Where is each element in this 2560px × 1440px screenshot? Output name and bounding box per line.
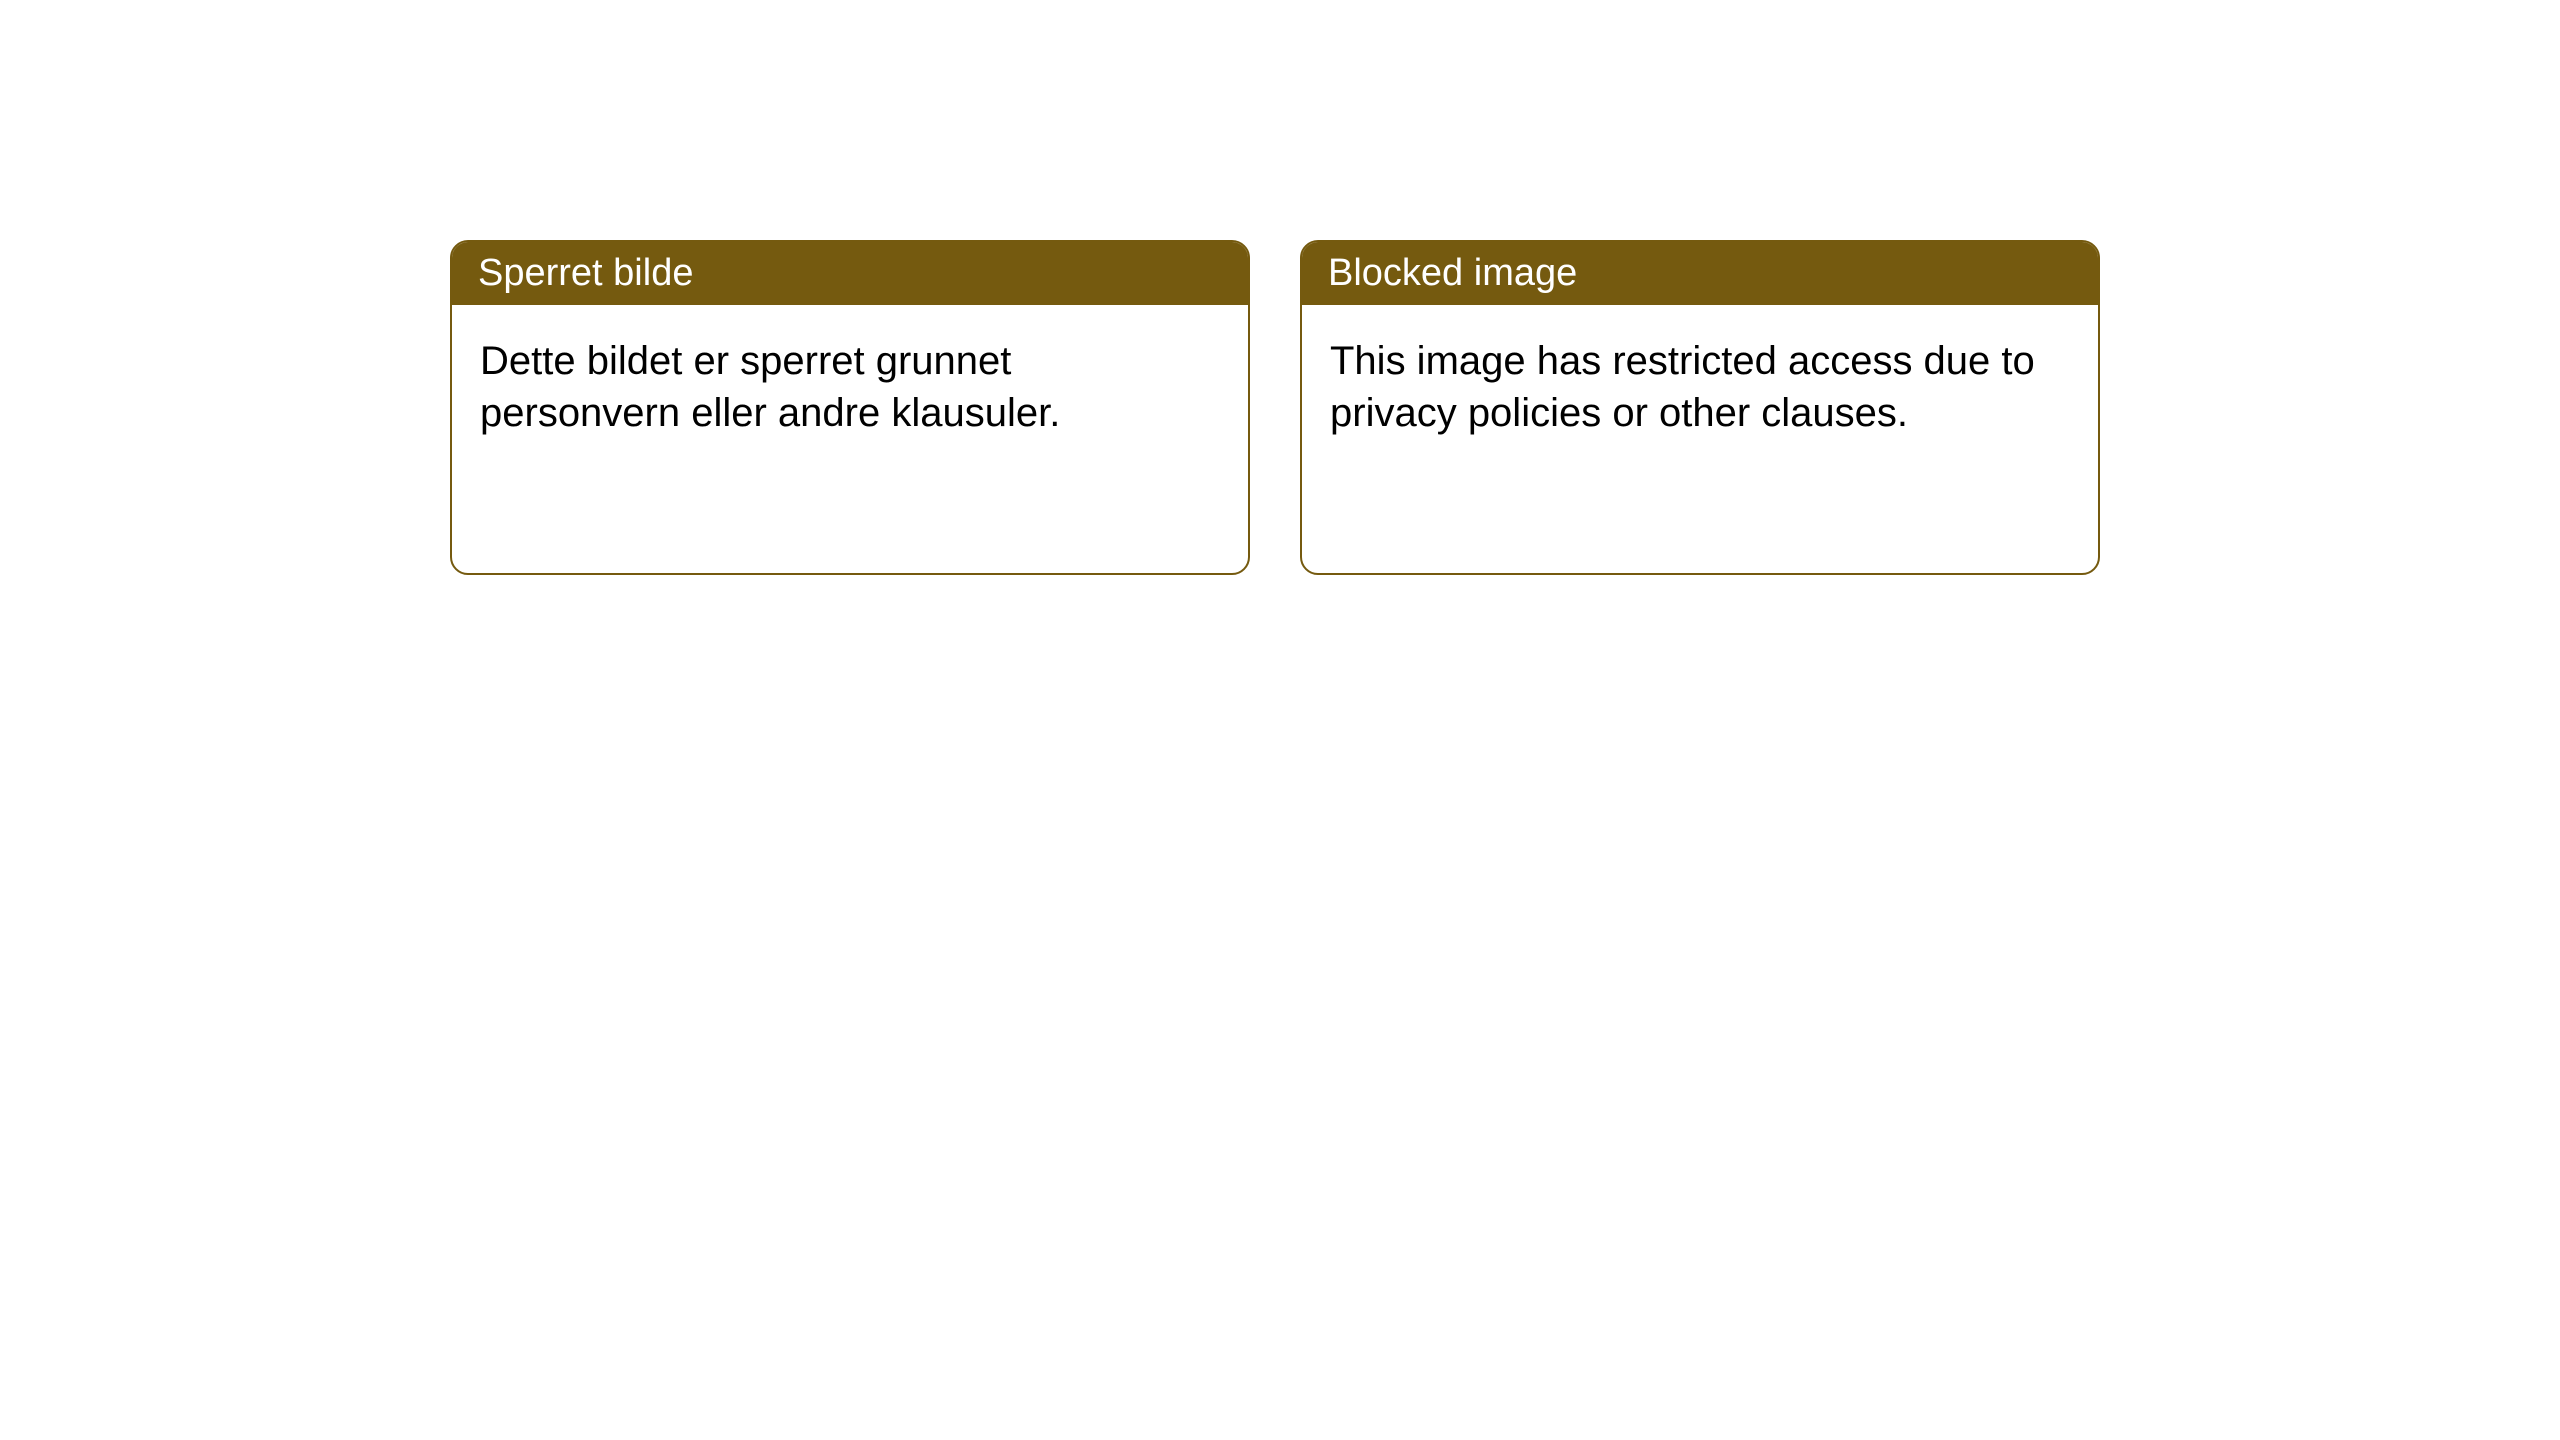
notice-card-norwegian: Sperret bilde Dette bildet er sperret gr… xyxy=(450,240,1250,575)
notice-card-english: Blocked image This image has restricted … xyxy=(1300,240,2100,575)
notice-header-english: Blocked image xyxy=(1302,242,2098,305)
notice-title: Blocked image xyxy=(1328,252,1577,294)
notice-body-english: This image has restricted access due to … xyxy=(1302,305,2098,469)
notice-container: Sperret bilde Dette bildet er sperret gr… xyxy=(0,0,2560,575)
notice-title: Sperret bilde xyxy=(478,252,693,294)
notice-header-norwegian: Sperret bilde xyxy=(452,242,1248,305)
notice-body-text: Dette bildet er sperret grunnet personve… xyxy=(480,339,1060,435)
notice-body-text: This image has restricted access due to … xyxy=(1330,339,2035,435)
notice-body-norwegian: Dette bildet er sperret grunnet personve… xyxy=(452,305,1248,469)
